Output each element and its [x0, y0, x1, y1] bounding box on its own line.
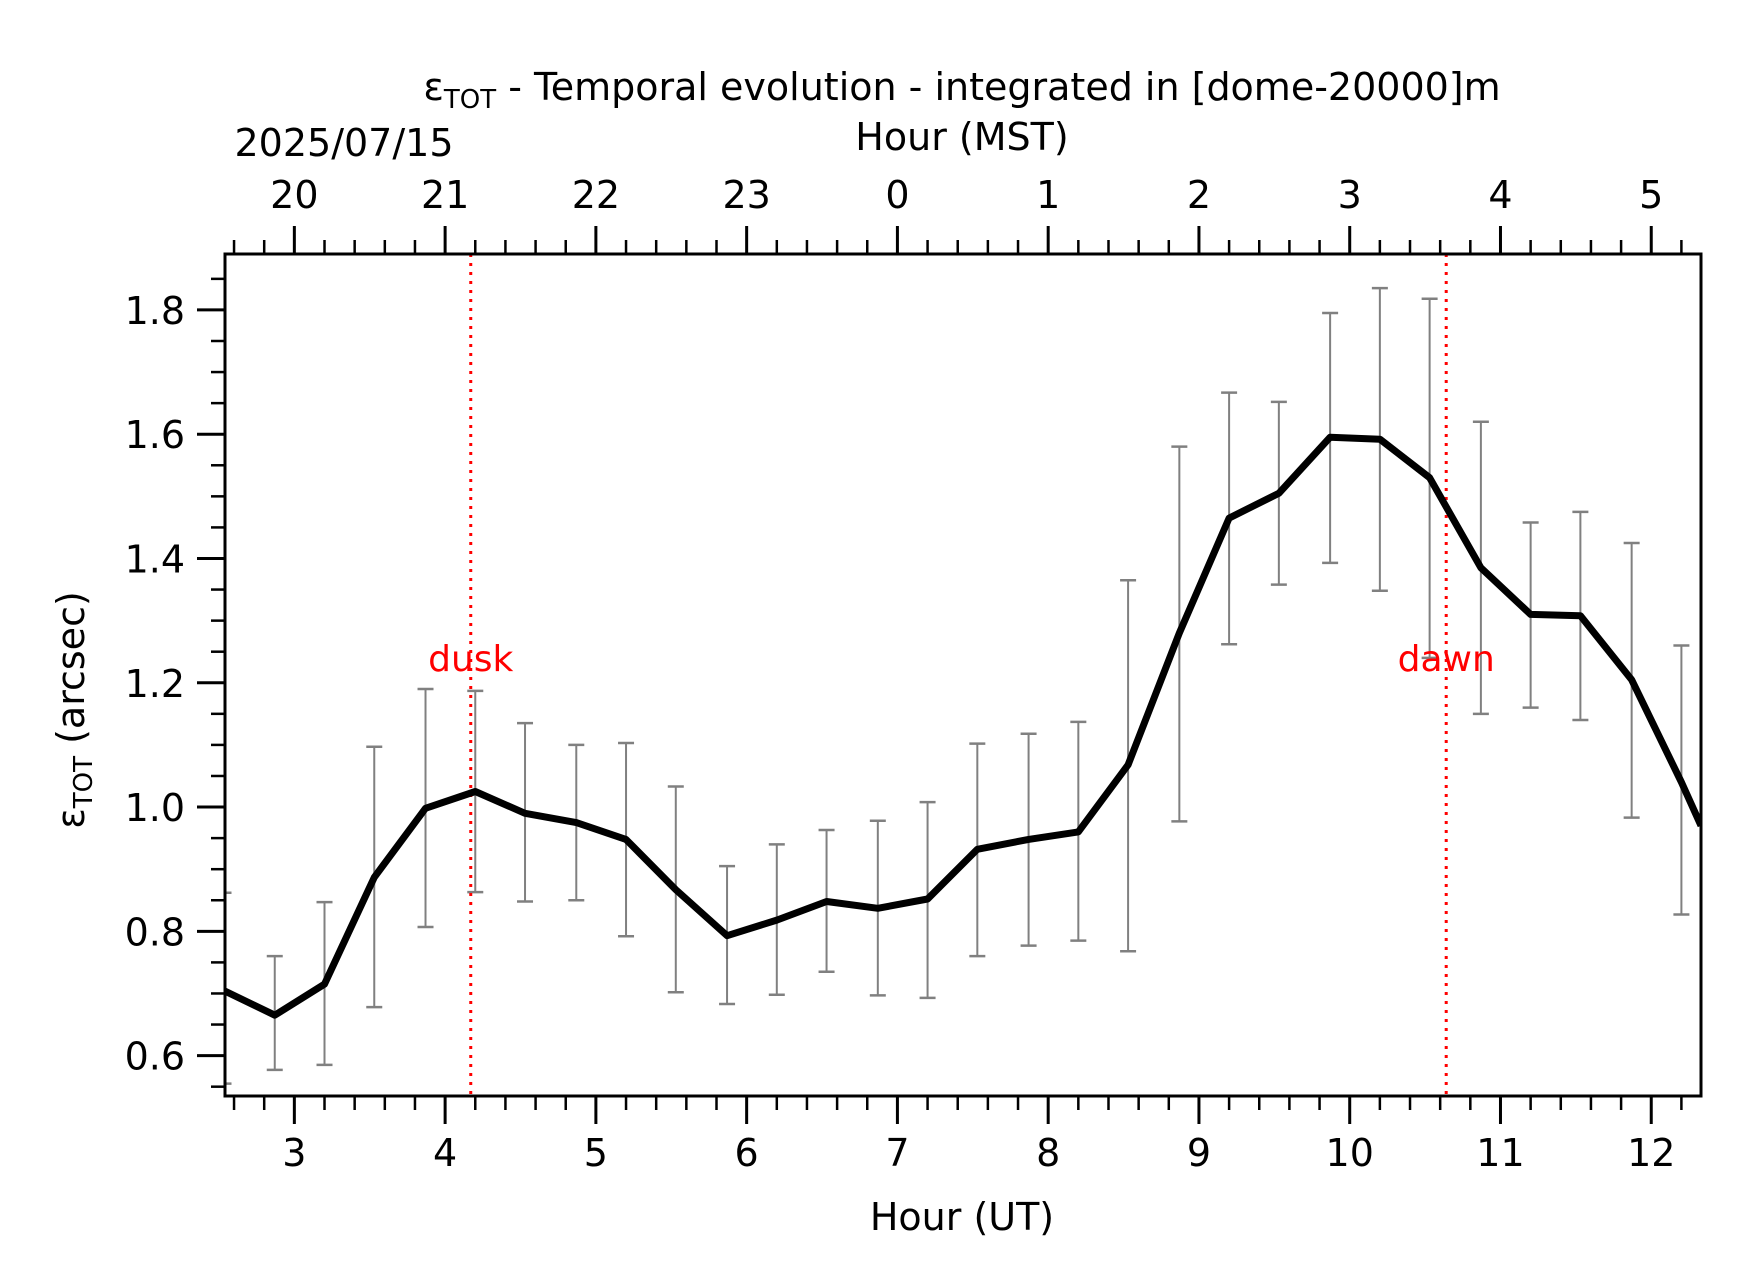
top-tick-label: 20	[270, 173, 318, 217]
top-tick-label: 22	[572, 173, 620, 217]
vline-label-dusk: dusk	[428, 639, 513, 680]
top-tick-label: 1	[1036, 173, 1060, 217]
y-tick-label: 1.8	[125, 289, 185, 333]
series-layer	[225, 433, 1701, 1019]
x-tick-label: 6	[735, 1131, 759, 1175]
x-tick-label: 11	[1476, 1131, 1524, 1175]
date-label: 2025/07/15	[234, 121, 453, 165]
x-tick-label: 8	[1036, 1131, 1060, 1175]
y-tick-label: 1.4	[125, 537, 185, 581]
y-tick-label: 0.6	[125, 1035, 185, 1079]
x-tick-label: 9	[1187, 1131, 1211, 1175]
y-tick-label: 1.2	[125, 662, 185, 706]
x-tick-label: 5	[584, 1131, 608, 1175]
top-tick-label: 23	[722, 173, 770, 217]
top-tick-label: 4	[1488, 173, 1512, 217]
x-tick-label: 10	[1326, 1131, 1374, 1175]
top-tick-label: 2	[1187, 173, 1211, 217]
vline-label-dawn: dawn	[1398, 639, 1495, 680]
x-tick-label: 12	[1627, 1131, 1675, 1175]
y-tick-label: 1.0	[125, 786, 185, 830]
x-tick-label: 4	[433, 1131, 457, 1175]
x-tick-label: 3	[282, 1131, 306, 1175]
x-tick-label: 7	[885, 1131, 909, 1175]
top-tick-label: 5	[1639, 173, 1663, 217]
event-lines: dusk dawn	[428, 254, 1495, 1096]
plot-frame	[223, 252, 1703, 1098]
top-tick-label: 3	[1338, 173, 1362, 217]
chart-title: εTOT - Temporal evolution - integrated i…	[423, 65, 1500, 115]
y-tick-label: 0.8	[125, 910, 185, 954]
top-axis-label: Hour (MST)	[855, 115, 1068, 159]
chart-text: εTOT - Temporal evolution - integrated i…	[49, 65, 1501, 1239]
y-axis-label: εTOT (arcsec)	[49, 591, 99, 829]
series-line	[225, 433, 1701, 1019]
error-bars	[225, 286, 1690, 1085]
y-tick-label: 1.6	[125, 413, 185, 457]
top-tick-label: 21	[421, 173, 469, 217]
top-tick-label: 0	[885, 173, 909, 217]
x-axis-label: Hour (UT)	[870, 1195, 1054, 1239]
